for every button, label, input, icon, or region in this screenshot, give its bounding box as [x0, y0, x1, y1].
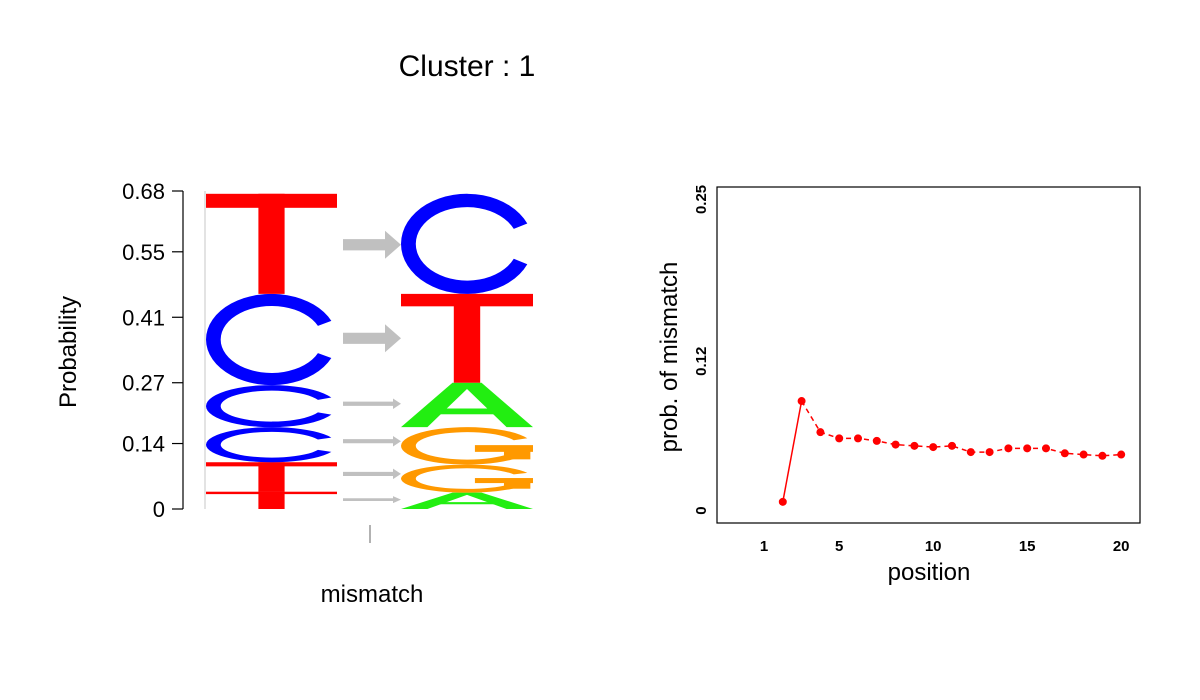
data-point	[854, 434, 862, 443]
glyph-part	[258, 193, 285, 294]
data-point	[929, 443, 938, 452]
series-line-dashed	[800, 400, 1122, 457]
transition-arrow	[343, 435, 401, 447]
mismatch-letter-a	[401, 492, 533, 509]
glyph-part	[503, 478, 531, 489]
data-point	[778, 497, 787, 506]
data-point	[872, 436, 881, 445]
line-ytick-label: 0.25	[693, 185, 710, 214]
mismatch-letter-t	[401, 293, 533, 383]
line-xtick-label: 1	[760, 538, 768, 555]
line-ytick-label: 0.12	[693, 347, 710, 376]
reference-letter-t	[206, 193, 337, 294]
logo-ytick-label: 0.14	[122, 432, 165, 457]
glyph-part	[503, 445, 531, 460]
logo-panel: Probability mismatch 0 0.14 0.27 0.41 0.55 0.…	[55, 179, 533, 608]
glyph-part	[206, 427, 332, 463]
data-point	[948, 441, 956, 450]
line-panel: prob. of mismatch position 1 5 10 15 2000.12…	[656, 185, 1141, 586]
line-xtick-label: 5	[835, 538, 843, 555]
glyph-part	[258, 491, 285, 509]
transition-arrow	[343, 230, 401, 259]
data-point	[816, 428, 825, 437]
data-point	[1098, 451, 1107, 460]
data-point	[1117, 450, 1126, 459]
reference-letter-t	[206, 491, 337, 509]
data-point	[1042, 444, 1050, 453]
series-line	[782, 400, 803, 502]
glyph-part	[435, 408, 499, 415]
logo-ytick-label: 0.41	[122, 305, 165, 330]
glyph-part	[401, 193, 528, 294]
data-point	[797, 397, 806, 406]
reference-letter-c	[206, 385, 332, 428]
data-point	[1023, 444, 1032, 453]
glyph-part	[401, 492, 533, 509]
logo-ylabel: Probability	[55, 296, 82, 408]
data-point	[891, 440, 900, 449]
glyph-part	[401, 382, 533, 428]
data-point	[985, 448, 994, 457]
line-xlabel: position	[888, 559, 971, 586]
data-point	[1079, 450, 1088, 459]
data-point	[835, 434, 844, 443]
line-xtick-label: 10	[925, 538, 942, 555]
mismatch-letter-a	[401, 382, 533, 428]
mismatch-letter-g	[401, 427, 533, 465]
reference-letter-t	[206, 462, 337, 492]
glyph-part	[453, 293, 481, 383]
data-point	[1004, 444, 1013, 453]
logo-ytick-label: 0.55	[122, 240, 165, 265]
mismatch-letter-c	[401, 193, 528, 294]
line-ytick-label: 0	[693, 506, 710, 514]
logo-ytick-label: 0	[153, 497, 165, 522]
data-point	[966, 448, 975, 457]
transition-arrow	[343, 324, 401, 353]
data-point	[1060, 449, 1069, 458]
glyph-part	[435, 502, 499, 505]
glyph-part	[206, 293, 332, 386]
line-xtick-label: 20	[1113, 538, 1130, 555]
figure-title: Cluster : 1	[399, 50, 536, 83]
logo-ytick-label: 0.68	[122, 179, 165, 204]
transition-arrow	[343, 398, 401, 410]
mismatch-letter-g	[401, 464, 533, 493]
glyph-part	[258, 462, 285, 492]
reference-letter-c	[206, 293, 332, 386]
logo-xlabel: mismatch	[321, 581, 424, 608]
transition-arrow	[343, 496, 401, 504]
reference-letter-c	[206, 427, 332, 463]
line-ylabel: prob. of mismatch	[656, 262, 683, 453]
data-point	[910, 441, 919, 450]
glyph-part	[206, 385, 332, 428]
line-xtick-label: 15	[1019, 538, 1036, 555]
logo-ytick-label: 0.27	[122, 371, 165, 396]
transition-arrow	[343, 468, 401, 480]
line-plot-frame	[716, 186, 1141, 524]
